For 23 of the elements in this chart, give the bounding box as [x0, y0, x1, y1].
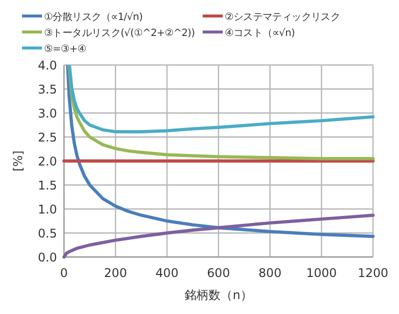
x-tick-label: 600 [207, 266, 230, 280]
x-tick-label: 0 [60, 266, 68, 280]
x-tick-label: 400 [156, 266, 178, 280]
legend-label: ⑤=③+④ [44, 44, 86, 55]
x-tick-label: 1000 [306, 266, 337, 280]
x-axis-title: 銘柄数（n） [184, 288, 252, 302]
y-tick-label: 2.5 [38, 130, 57, 144]
y-tick-label: 4.0 [38, 58, 57, 72]
x-tick-label: 800 [258, 266, 282, 280]
legend-label: ③トータルリスク(√(①^2+②^2)) [44, 27, 196, 39]
y-axis-title: [%] [11, 150, 25, 172]
y-tick-label: 1.0 [38, 202, 57, 216]
legend-label: ②システマティックリスク [224, 12, 340, 23]
y-tick-label: 3.5 [38, 82, 57, 96]
legend-label: ①分散リスク（∝1/√n) [44, 11, 143, 23]
y-tick-label: 3.0 [38, 106, 57, 120]
y-tick-label: 0.5 [38, 226, 57, 240]
x-tick-label: 200 [104, 266, 127, 280]
y-tick-label: 2.0 [38, 154, 57, 168]
y-tick-label: 1.5 [38, 178, 57, 192]
x-tick-label: 1200 [358, 266, 388, 280]
legend-label: ④コスト（∝√n) [224, 27, 296, 39]
y-tick-label: 0.0 [38, 250, 57, 264]
